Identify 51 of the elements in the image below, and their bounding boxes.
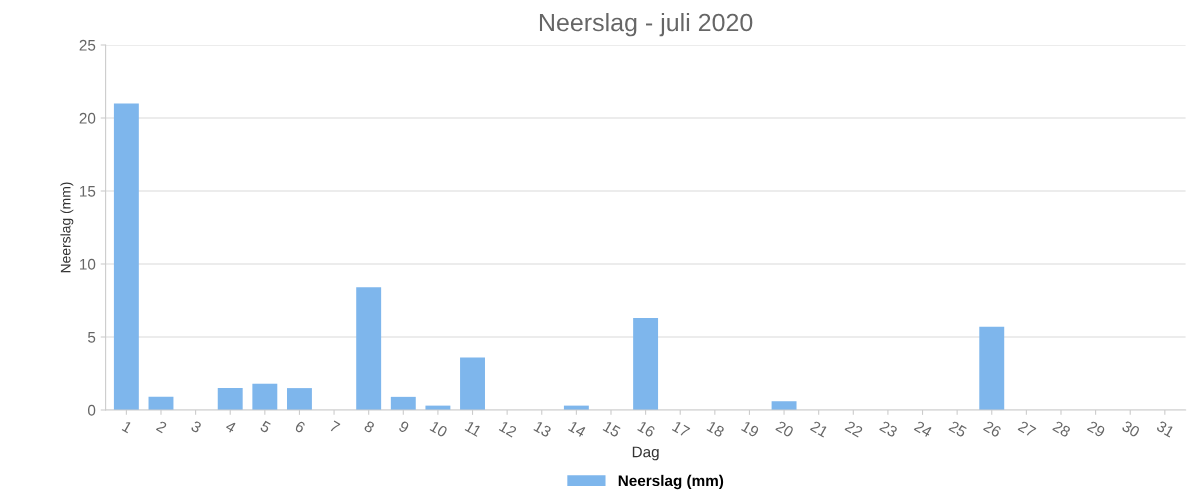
x-tick-label: 12 [498,420,518,438]
x-tick-label: 1 [121,420,133,434]
bar [633,318,659,410]
x-tick-label: 7 [329,420,341,434]
y-tick-label: 25 [79,39,96,51]
bar [460,357,485,410]
x-tick-label: 26 [983,420,1002,438]
x-tick-label: 25 [948,420,968,438]
x-tick-label: 30 [1121,420,1141,438]
x-tick-label: 17 [671,420,691,438]
x-tick-label: 15 [602,420,622,438]
x-tick-label: 24 [913,420,933,438]
x-axis-title: Dag [632,446,659,461]
x-tick-label: 20 [775,420,795,438]
y-tick-label: 20 [79,112,96,124]
x-tick-label: 21 [810,420,829,438]
x-tick-label: 28 [1052,420,1072,438]
x-tick-label: 8 [363,420,376,434]
x-tick-label: 6 [294,420,306,434]
bar [771,401,797,410]
y-tick-label: 5 [87,332,96,343]
x-tick-label: 11 [464,420,483,437]
x-tick-label: 22 [844,420,864,438]
bar [113,103,139,410]
bar [356,287,382,410]
x-tick-label: 31 [1155,420,1175,438]
y-tick-label: 0 [87,404,96,416]
x-tick-label: 18 [706,420,725,438]
bar [979,326,1005,410]
x-tick-label: 19 [741,420,760,438]
x-tick-label: 5 [259,420,272,434]
x-tick-label: 9 [398,420,410,434]
x-tick-label: 29 [1086,420,1106,438]
bar [252,383,278,410]
x-tick-label: 27 [1017,420,1037,438]
x-tick-label: 4 [224,420,237,434]
x-tick-label: 10 [429,420,449,438]
bar [217,388,243,410]
bar [390,396,416,410]
x-tick-label: 3 [190,420,203,434]
x-tick-label: 14 [568,420,587,438]
x-tick-label: 23 [879,420,899,438]
y-axis-title: Neerslag (mm) [60,182,74,273]
x-tick-label: 13 [533,420,552,438]
legend-label: Neerslag (mm) [618,474,724,490]
y-tick-label: 15 [80,186,96,197]
x-tick-label: 2 [156,420,168,434]
bar [286,388,312,410]
y-tick-label: 10 [80,258,96,270]
chart-title: Neerslag - juli 2020 [539,12,753,37]
x-tick-label: 16 [637,420,656,438]
